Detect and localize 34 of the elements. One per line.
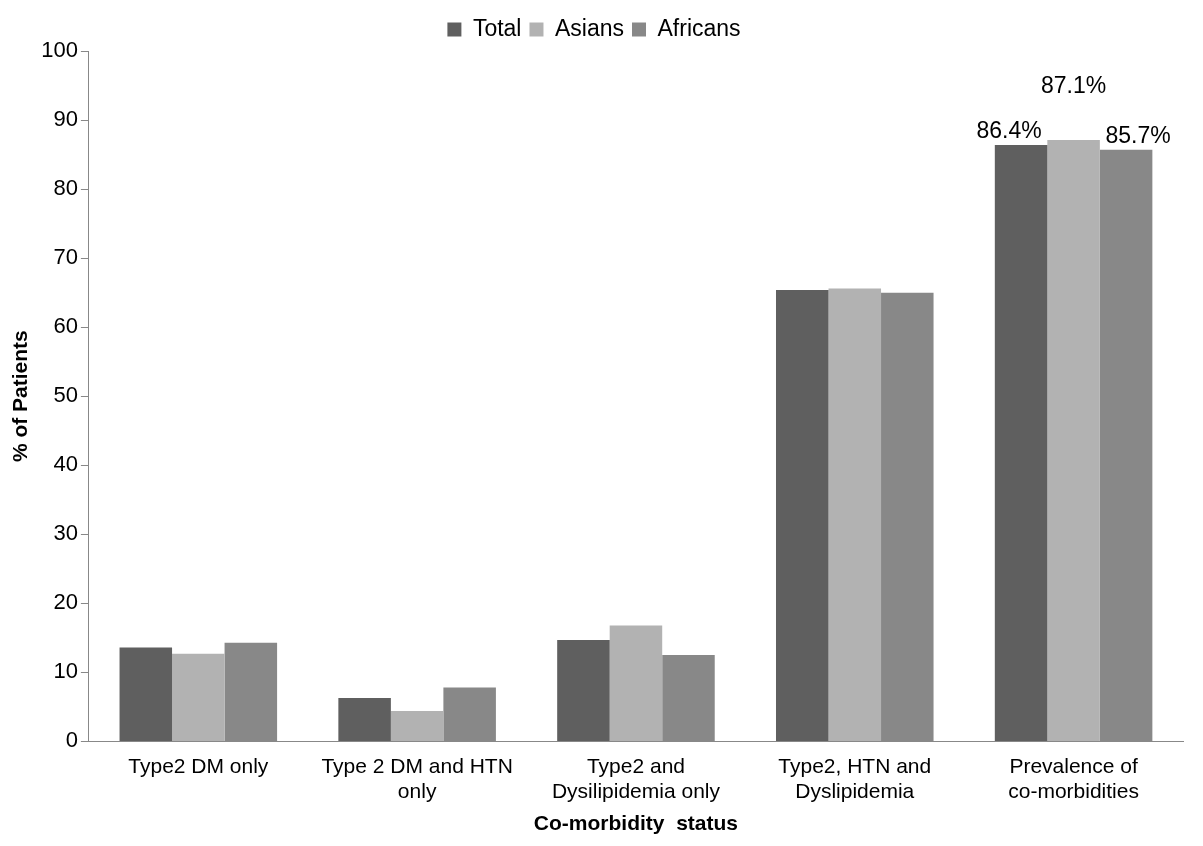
y-tick-label: 0 xyxy=(65,727,78,753)
legend-label: Africans xyxy=(657,14,741,41)
bar xyxy=(390,711,444,741)
x-axis-title: Co-morbidity status xyxy=(533,811,739,835)
y-tick-label: 70 xyxy=(53,244,78,270)
data-label: 86.4% xyxy=(976,116,1042,143)
y-tick-label: 20 xyxy=(53,589,78,615)
bar xyxy=(557,639,610,741)
y-tick-label: 10 xyxy=(53,658,78,684)
y-tick-label: 100 xyxy=(41,37,78,63)
bar xyxy=(994,144,1048,741)
y-tick-label: 50 xyxy=(53,382,78,408)
y-tick-label: 90 xyxy=(53,106,78,132)
x-tick-label: Type2 and Dysilipidemia only xyxy=(551,753,721,802)
y-tick-label: 30 xyxy=(53,520,78,546)
bar xyxy=(1047,140,1100,741)
legend-label: Asians xyxy=(554,14,625,41)
y-tick-label: 80 xyxy=(53,175,78,201)
data-label: 87.1% xyxy=(1040,71,1107,98)
bar xyxy=(776,289,829,741)
x-tick-label: Prevalence of co-morbidities xyxy=(1008,753,1139,802)
bar xyxy=(609,625,663,741)
y-tick-label: 40 xyxy=(53,451,78,477)
y-axis-title: % of Patients xyxy=(8,330,32,463)
y-tick-label: 60 xyxy=(53,313,78,339)
legend-label: Total xyxy=(472,14,522,41)
x-tick-label: Type 2 DM and HTN only xyxy=(321,753,513,802)
bar xyxy=(338,697,391,741)
x-tick-label: Type2, HTN and Dyslipidemia xyxy=(778,753,932,802)
bar xyxy=(172,653,225,741)
data-label: 85.7% xyxy=(1105,121,1171,148)
bar xyxy=(828,288,882,741)
x-tick-label: Type2 DM only xyxy=(128,753,269,777)
bar xyxy=(119,647,173,741)
